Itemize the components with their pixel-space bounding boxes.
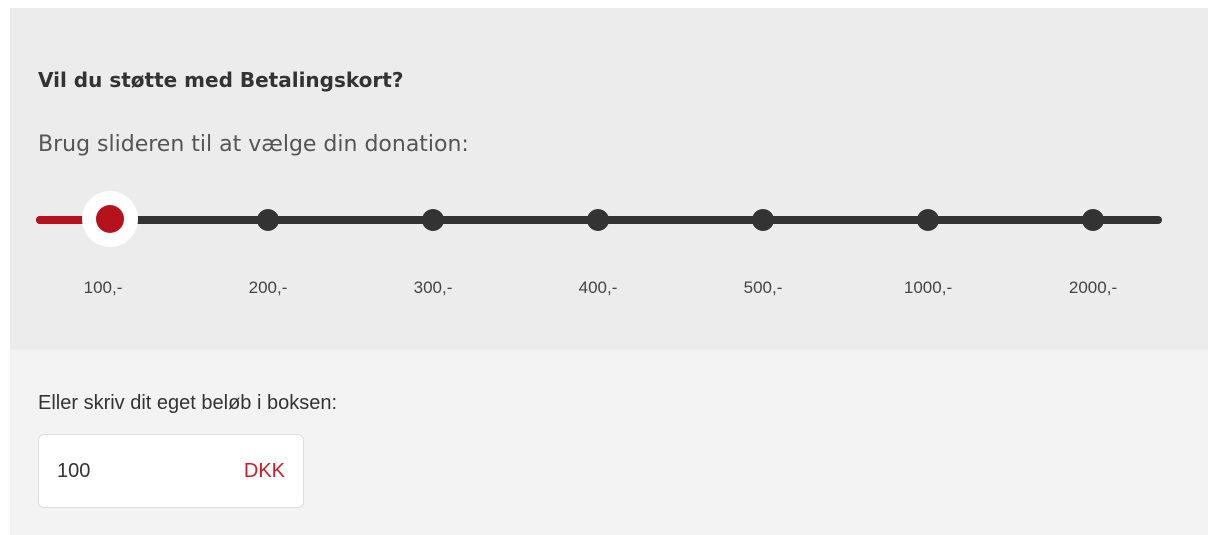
- custom-label: Eller skriv dit eget beløb i boksen:: [38, 392, 338, 414]
- slider-step[interactable]: [917, 209, 939, 231]
- handle-knob: [96, 205, 124, 233]
- slider-step[interactable]: [587, 209, 609, 231]
- slider-panel: Vil du støtte med Betalingskort? Brug sl…: [10, 8, 1208, 350]
- subtitle: Brug slideren til at vælge din donation:: [38, 132, 469, 157]
- step-label: 100,-: [83, 278, 123, 297]
- step-label: 300,-: [413, 278, 453, 297]
- amount-input[interactable]: 100 DKK: [38, 434, 304, 508]
- slider-step[interactable]: [1082, 209, 1104, 231]
- title: Vil du støtte med Betalingskort?: [38, 68, 404, 92]
- input-value: 100: [57, 460, 91, 482]
- slider-step[interactable]: [752, 209, 774, 231]
- step-label: 500,-: [743, 278, 783, 297]
- step-label: 200,-: [248, 278, 288, 297]
- step-label: 1000,-: [903, 278, 953, 297]
- step-label: 400,-: [578, 278, 618, 297]
- slider-step[interactable]: [422, 209, 444, 231]
- step-label: 2000,-: [1068, 278, 1118, 297]
- slider[interactable]: [10, 8, 1208, 350]
- custom-panel: Eller skriv dit eget beløb i boksen: 100…: [10, 350, 1208, 535]
- currency: DKK: [243, 460, 285, 482]
- slider-step[interactable]: [257, 209, 279, 231]
